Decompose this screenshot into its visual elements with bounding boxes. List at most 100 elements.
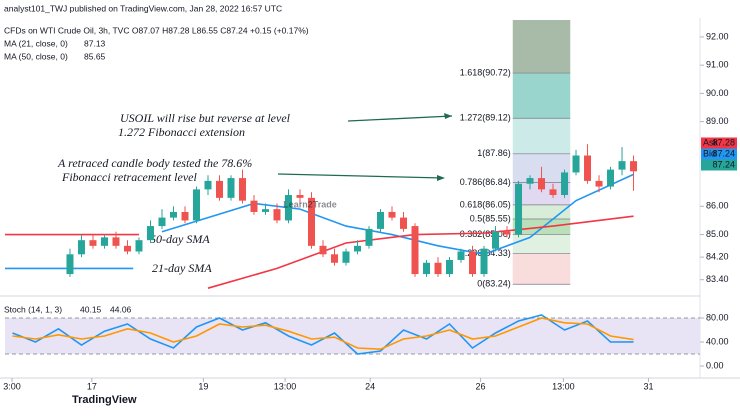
candle-body (146, 226, 154, 241)
y-tick-label: 40.00 (706, 336, 729, 346)
fib-label: 0.618(86.05) (460, 199, 511, 209)
y-tick-label: 89.00 (706, 116, 729, 126)
price-tag-value: 87.24 (712, 159, 735, 169)
candle-body (538, 178, 546, 190)
candle-body (215, 180, 223, 198)
fib-label: 0.382(85.00) (460, 229, 511, 239)
stoch-legend-value: 44.06 (110, 304, 132, 314)
ma-label: 50-day SMA (150, 232, 210, 246)
candle-body (273, 209, 281, 221)
ma-legend: MA (21, close, 0) (4, 38, 68, 48)
x-tick-label: 24 (365, 381, 375, 391)
y-tick-label: 83.40 (706, 274, 729, 284)
fib-label: 0(83.24) (477, 279, 511, 289)
fib-band (512, 182, 571, 205)
x-tick-label: 17 (87, 381, 97, 391)
candle-body (227, 178, 235, 198)
candle-body (238, 178, 246, 201)
candle-body (434, 262, 442, 275)
logo: TradingView (72, 394, 137, 406)
ma-legend-value: 85.65 (84, 51, 106, 61)
candle-body (365, 228, 373, 246)
price-tag (701, 137, 737, 149)
candle-body (250, 200, 258, 212)
price-tag (701, 148, 737, 160)
ma-label: 21-day SMA (152, 261, 212, 275)
candle-body (284, 195, 292, 221)
watermark: Learn2Trade (283, 199, 337, 209)
y-tick-label: 84.20 (706, 252, 729, 262)
price-tag-label: Bid (703, 148, 716, 158)
y-tick-label: 80.00 (706, 312, 729, 322)
x-tick-label: 26 (476, 381, 486, 391)
candle-body (595, 180, 603, 187)
candle-body (181, 211, 189, 221)
candle-body (354, 245, 362, 252)
candle-body (607, 169, 615, 187)
candle-body (261, 209, 269, 212)
fib-label: 1.272(89.12) (460, 113, 511, 123)
annotation: USOIL will rise but reverse at level (120, 111, 291, 125)
candle-body (135, 240, 143, 252)
candle-body (388, 211, 396, 218)
y-tick-label: 92.00 (706, 31, 729, 41)
candle-body (342, 251, 350, 263)
candle-body (480, 248, 488, 275)
candle-body (192, 189, 200, 221)
candle-body (169, 211, 177, 218)
candle-body (446, 259, 454, 275)
x-tick-label: 31 (643, 381, 653, 391)
y-tick-label: 0.00 (706, 360, 724, 370)
candle-body (158, 217, 166, 227)
candle-body (123, 245, 131, 252)
candle-body (630, 161, 638, 172)
fib-label: 1.618(90.72) (460, 67, 511, 77)
fib-band (512, 204, 571, 220)
candle-body (100, 237, 108, 246)
x-tick-label: 3:00 (3, 381, 21, 391)
candle-body (331, 254, 339, 263)
candle-body (561, 172, 569, 196)
x-tick-label: 13:00 (274, 381, 297, 391)
arrow (347, 115, 453, 122)
fib-band (512, 234, 571, 254)
candle-body (618, 161, 626, 170)
candle-body (572, 155, 580, 173)
price-tag-label: Ask (703, 137, 719, 147)
fib-band (512, 118, 571, 154)
candle-body (400, 217, 408, 229)
candle-body (307, 197, 315, 246)
price-tag (701, 159, 737, 171)
symbol: CFDs on WTI Crude Oil, 3h, TVC O87.07 H8… (4, 25, 309, 35)
price-tag-value: 87.28 (712, 137, 735, 147)
candle-body (66, 254, 74, 275)
candle-body (77, 240, 85, 255)
ma-legend-value: 87.13 (84, 38, 106, 48)
fib-band (512, 20, 571, 74)
candle-body (89, 240, 97, 246)
fib-label: 0.786(86.84) (460, 177, 511, 187)
x-tick-label: 13:00 (552, 381, 575, 391)
candle-body (296, 195, 304, 198)
y-tick-label: 91.00 (706, 60, 729, 70)
arrow-head (444, 113, 452, 119)
stoch-line (12, 317, 634, 351)
x-tick-label: 19 (198, 381, 208, 391)
candle-body (469, 251, 477, 275)
y-tick-label: 90.00 (706, 88, 729, 98)
candle-body (319, 245, 327, 255)
stoch-line (12, 314, 634, 355)
ma-legend: MA (50, close, 0) (4, 51, 68, 61)
fib-band (512, 73, 571, 119)
arrow-head (437, 175, 445, 181)
y-tick-label: 86.00 (706, 201, 729, 211)
annotation: 1.272 Fibonacci extension (118, 125, 245, 139)
arrow (277, 173, 444, 179)
candle-body (204, 180, 212, 190)
fib-label: 1(87.86) (477, 148, 511, 158)
candle-body (411, 226, 419, 275)
candle-body (112, 237, 120, 246)
candle-body (457, 251, 465, 260)
candle-body (549, 189, 557, 196)
